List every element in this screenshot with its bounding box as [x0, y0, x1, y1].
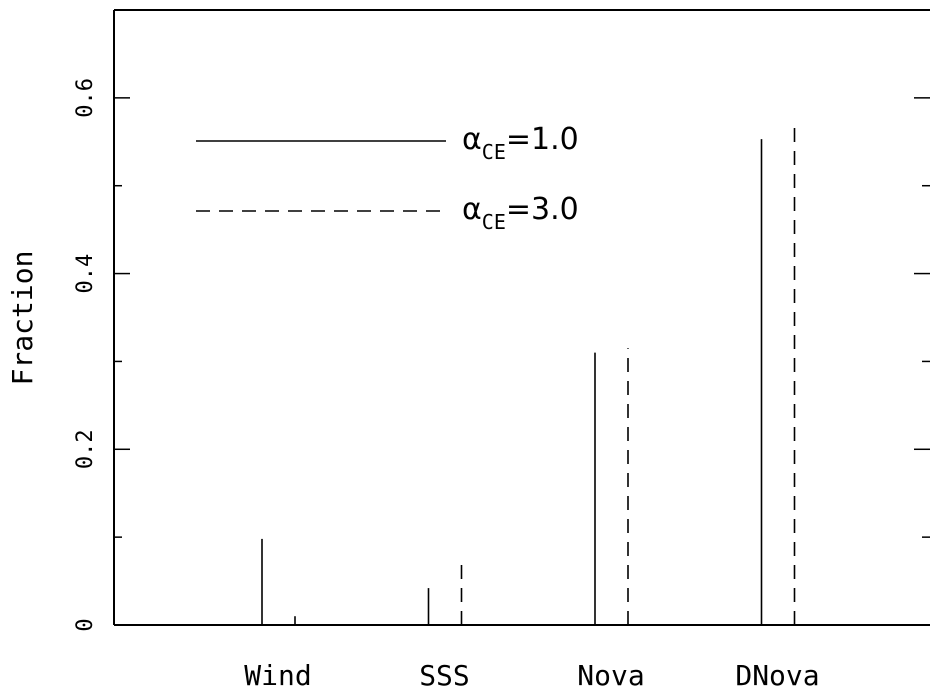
bars [261, 119, 796, 625]
y-axis: 0 0.2 0.4 0.6 [73, 78, 930, 632]
y-axis-label: Fraction [6, 251, 39, 386]
x-category-label: Nova [577, 659, 644, 690]
legend-label-1: αCE=1.0 [462, 122, 579, 164]
x-category-label: Wind [244, 659, 311, 690]
y-tick-label: 0.4 [73, 254, 98, 294]
x-category-label: DNova [735, 659, 819, 690]
x-axis: Wind SSS Nova DNova [244, 659, 819, 690]
y-tick-label: 0.6 [73, 78, 98, 118]
y-tick-label: 0.2 [73, 429, 98, 469]
legend: αCE=1.0 αCE=3.0 [196, 122, 579, 234]
y-tick-label: 0 [73, 618, 98, 631]
x-category-label: SSS [419, 659, 470, 690]
legend-label-2: αCE=3.0 [462, 192, 579, 234]
plot-frame [113, 9, 930, 626]
